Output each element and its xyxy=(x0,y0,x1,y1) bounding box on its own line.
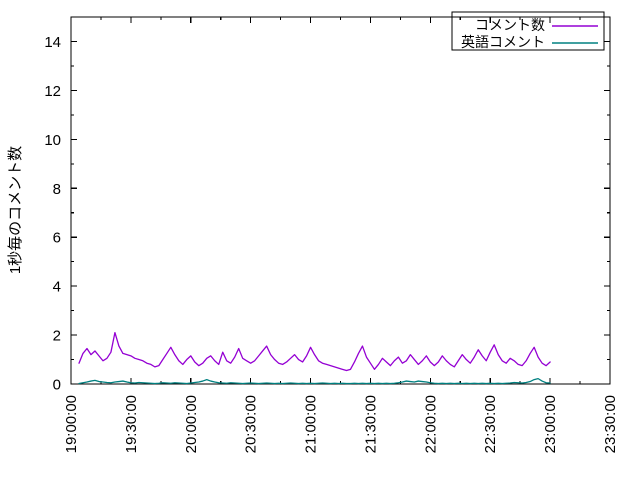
x-tick-label: 20:30:00 xyxy=(243,395,260,453)
y-axis-ticks: 0 2 4 6 8 10 12 14 xyxy=(44,34,610,394)
y-tick-label: 4 xyxy=(53,279,61,296)
legend-label-english-comment: 英語コメント xyxy=(461,34,545,50)
x-axis-ticks: 19:00:00 19:30:00 20:00:00 20:30:00 21:00:00… xyxy=(63,17,619,453)
y-axis-title: 1秒毎のコメント数 xyxy=(7,146,24,274)
x-tick-label: 22:00:00 xyxy=(422,395,439,453)
y-tick-label: 2 xyxy=(53,328,61,345)
y-tick-label: 14 xyxy=(44,34,61,51)
x-tick-label: 20:00:00 xyxy=(183,395,200,453)
y-tick-label: 10 xyxy=(44,132,61,149)
x-tick-label: 21:30:00 xyxy=(362,395,379,453)
x-tick-label: 21:00:00 xyxy=(303,395,320,453)
series-group xyxy=(78,331,551,385)
y-tick-label: 12 xyxy=(44,83,61,100)
x-tick-label: 19:30:00 xyxy=(123,395,140,453)
x-tick-label: 19:00:00 xyxy=(63,395,80,453)
series-line-english-comment xyxy=(78,377,551,385)
x-tick-label: 23:30:00 xyxy=(602,395,619,453)
y-tick-label: 6 xyxy=(53,230,61,247)
legend-label-comment-count: コメント数 xyxy=(475,17,545,33)
y-tick-label: 0 xyxy=(53,377,61,394)
x-tick-label: 23:00:00 xyxy=(542,395,559,453)
series-line-comment-count xyxy=(78,331,551,372)
y-tick-label: 8 xyxy=(53,181,61,198)
x-tick-label: 22:30:00 xyxy=(482,395,499,453)
